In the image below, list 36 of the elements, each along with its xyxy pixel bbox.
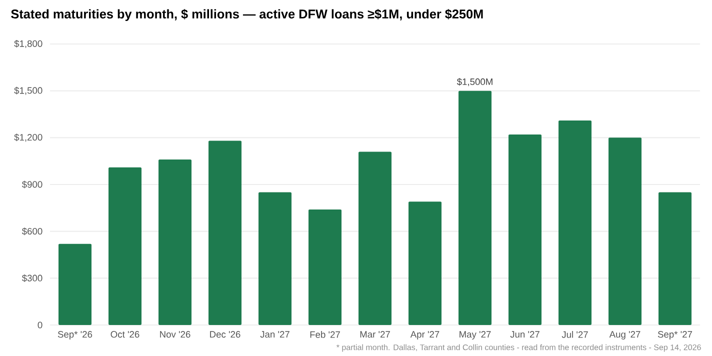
bar (458, 90, 492, 325)
bar (158, 159, 192, 325)
x-tick-label: Jul '27 (562, 330, 588, 338)
bar (358, 152, 392, 325)
bar (258, 192, 292, 325)
bar (208, 140, 242, 325)
x-tick-label: Dec '26 (210, 330, 240, 338)
bar (108, 167, 142, 325)
chart-title: Stated maturities by month, $ millions — active DFW loans ≥$1M, under $250M (11, 8, 483, 21)
x-tick-label: Jan '27 (260, 330, 290, 338)
bar (558, 120, 592, 325)
x-tick-label: Sep* '27 (658, 330, 692, 340)
y-tick-label: 0 (38, 322, 42, 328)
text: * partial month. Dallas, Tarrant and Collin counties - read from the recorded instruments - Sep 14, 2026 (336, 344, 701, 352)
y-tick-label: $900 (22, 180, 42, 188)
y-tick-label: $1,500 (14, 86, 42, 95)
y-tick-label: $1,200 (14, 134, 42, 142)
x-tick-label: Nov '26 (160, 330, 190, 338)
x-tick-label: May '27 (460, 330, 491, 340)
x-tick-label: Mar '27 (360, 330, 390, 338)
y-tick-label: $1,800 (14, 40, 42, 48)
bar (608, 138, 642, 325)
x-tick-label: Sep* '26 (58, 330, 92, 340)
x-tick-label: Oct '26 (110, 330, 140, 338)
data-label: $1,500M (456, 78, 492, 86)
bar (308, 209, 342, 325)
bar (658, 192, 692, 325)
bar (508, 134, 542, 325)
bar (408, 202, 442, 325)
x-tick-label: Aug '27 (609, 330, 640, 340)
y-tick-label: $300 (22, 274, 42, 282)
y-tick-label: $600 (22, 227, 42, 236)
x-tick-label: Apr '27 (410, 330, 440, 340)
bar (58, 244, 92, 325)
x-tick-label: Jun '27 (510, 330, 540, 338)
x-tick-label: Feb '27 (310, 330, 340, 338)
